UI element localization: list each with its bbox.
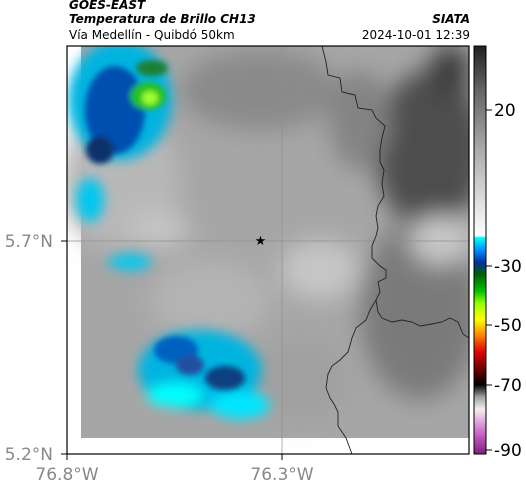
- colorbar: [473, 45, 487, 455]
- map-frame: [66, 45, 470, 455]
- longitude-ticks: 76.8°W 76.3°W: [35, 454, 314, 485]
- lon-tick-label: 76.3°W: [250, 465, 313, 485]
- satellite-name: GOES-EAST: [69, 0, 146, 12]
- satellite-imagery: [67, 46, 469, 454]
- location-marker: ★: [255, 234, 267, 249]
- colorbar-tick-label: -90: [494, 441, 522, 461]
- datetime-label: 2024-10-01 12:39: [361, 28, 470, 42]
- source-label: SIATA: [432, 12, 470, 26]
- boundary-lines: [321, 46, 469, 454]
- lat-tick-label: 5.7°N: [5, 232, 53, 252]
- lat-tick-label: 5.2°N: [5, 445, 53, 465]
- colorbar-tick-label: -30: [494, 257, 522, 277]
- route-subtitle: Vía Medellín - Quibdó 50km: [69, 28, 235, 42]
- colorbar-tick-label: -70: [494, 376, 522, 396]
- latitude-ticks: 5.7°N 5.2°N: [5, 232, 67, 465]
- lon-tick-label: 76.8°W: [35, 465, 98, 485]
- colorbar-tick-label: 20: [494, 101, 516, 121]
- colorbar-tick-label: -50: [494, 316, 522, 336]
- colorbar-ticks: 20 -30 -50 -70 -90: [486, 101, 522, 461]
- product-title: Temperatura de Brillo CH13: [69, 12, 256, 26]
